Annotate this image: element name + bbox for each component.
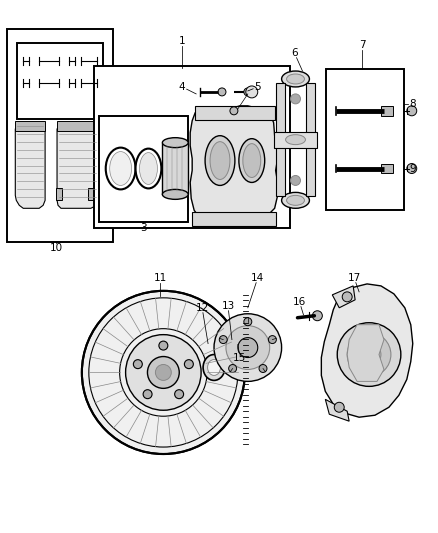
Circle shape	[148, 357, 179, 389]
Polygon shape	[325, 399, 349, 421]
Bar	[17, 43, 103, 119]
Circle shape	[334, 402, 344, 412]
Polygon shape	[15, 129, 45, 208]
Circle shape	[312, 311, 322, 321]
Polygon shape	[321, 284, 413, 417]
Circle shape	[337, 322, 401, 386]
Bar	[56, 188, 62, 200]
Text: 9: 9	[410, 164, 416, 174]
Circle shape	[259, 365, 267, 373]
Bar	[94, 66, 290, 228]
Text: 11: 11	[154, 273, 167, 283]
Ellipse shape	[162, 138, 188, 148]
Ellipse shape	[282, 192, 309, 208]
Text: 14: 14	[251, 273, 265, 283]
Ellipse shape	[286, 135, 305, 144]
Circle shape	[218, 342, 250, 374]
Circle shape	[347, 333, 391, 376]
Circle shape	[244, 88, 252, 96]
Circle shape	[133, 360, 142, 369]
Circle shape	[225, 349, 243, 367]
Circle shape	[175, 390, 184, 399]
Polygon shape	[57, 129, 98, 208]
Circle shape	[407, 164, 417, 173]
Ellipse shape	[110, 151, 131, 185]
Ellipse shape	[282, 71, 309, 87]
Ellipse shape	[203, 354, 225, 381]
Bar	[276, 83, 285, 196]
Circle shape	[155, 365, 171, 381]
Bar	[88, 188, 94, 200]
Circle shape	[290, 175, 300, 185]
Polygon shape	[190, 106, 278, 220]
Text: 4: 4	[179, 82, 186, 92]
Circle shape	[357, 343, 381, 367]
Text: 12: 12	[195, 303, 209, 313]
Ellipse shape	[239, 139, 265, 182]
Ellipse shape	[286, 74, 304, 84]
Text: 13: 13	[221, 301, 235, 311]
Ellipse shape	[162, 189, 188, 199]
Text: 17: 17	[347, 273, 361, 283]
Ellipse shape	[243, 144, 261, 177]
Circle shape	[290, 94, 300, 104]
Ellipse shape	[135, 149, 161, 188]
Ellipse shape	[140, 152, 157, 184]
Bar	[307, 83, 315, 196]
Ellipse shape	[286, 196, 304, 205]
Text: 7: 7	[359, 40, 365, 50]
Circle shape	[229, 365, 237, 373]
Circle shape	[82, 291, 245, 454]
Circle shape	[238, 337, 258, 358]
Text: 6: 6	[291, 48, 298, 58]
Bar	[99, 116, 188, 222]
Circle shape	[246, 86, 258, 98]
Circle shape	[184, 360, 193, 369]
Text: 10: 10	[49, 243, 63, 253]
Bar	[192, 212, 276, 226]
Circle shape	[143, 390, 152, 399]
Bar	[381, 106, 393, 116]
Text: 1: 1	[179, 36, 186, 46]
Circle shape	[230, 107, 238, 115]
Bar	[7, 29, 113, 242]
Ellipse shape	[106, 148, 135, 189]
Bar	[381, 164, 393, 173]
Polygon shape	[332, 286, 355, 308]
Bar	[15, 121, 45, 131]
Text: 16: 16	[293, 297, 306, 307]
Circle shape	[268, 336, 276, 344]
Ellipse shape	[208, 360, 220, 375]
Circle shape	[218, 88, 226, 96]
Circle shape	[226, 326, 270, 369]
Circle shape	[407, 106, 417, 116]
Polygon shape	[347, 325, 384, 382]
Ellipse shape	[205, 136, 235, 185]
Circle shape	[342, 292, 352, 302]
Circle shape	[244, 318, 252, 326]
Circle shape	[219, 336, 227, 344]
Text: 15: 15	[233, 352, 247, 362]
Bar	[195, 106, 275, 120]
Text: 8: 8	[410, 99, 416, 109]
Bar	[274, 132, 318, 148]
Bar	[162, 143, 188, 195]
Text: 3: 3	[140, 223, 147, 233]
Circle shape	[126, 335, 201, 410]
Circle shape	[159, 341, 168, 350]
Ellipse shape	[210, 142, 230, 180]
Circle shape	[214, 314, 282, 382]
Text: 5: 5	[254, 82, 261, 92]
Bar	[326, 69, 404, 211]
Bar	[57, 121, 99, 131]
